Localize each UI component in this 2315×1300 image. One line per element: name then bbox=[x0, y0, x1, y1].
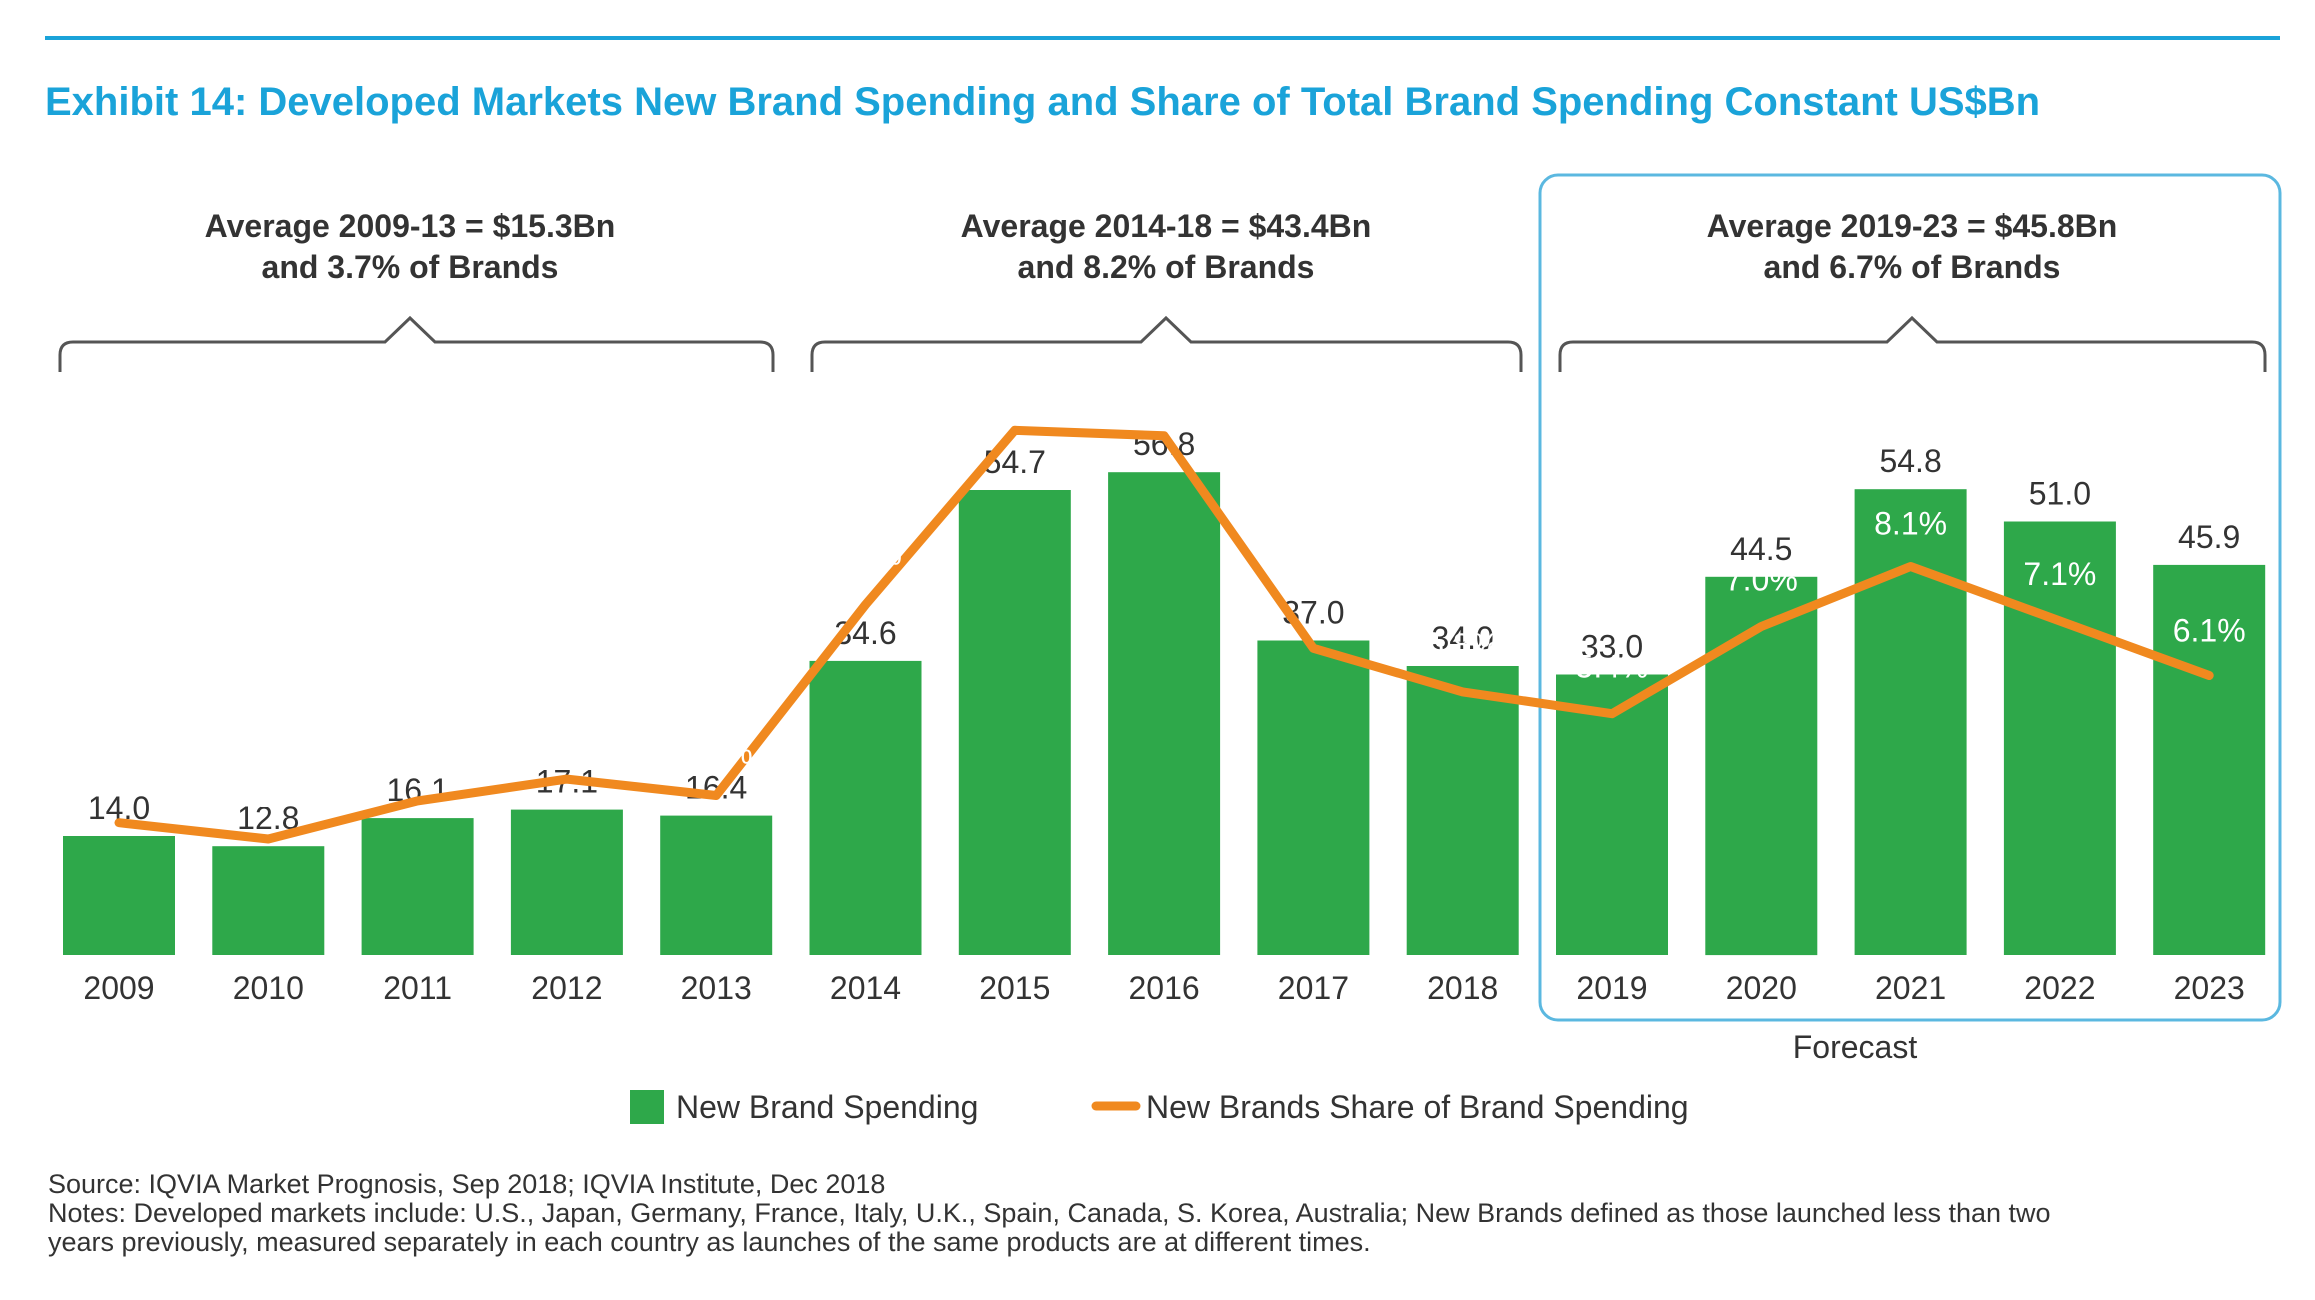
share-label-2019: 5.4% bbox=[1576, 649, 1649, 685]
bar-value-label-2019: 33.0 bbox=[1581, 629, 1643, 665]
period-label-2-line1: Average 2014-18 = $43.4Bn bbox=[961, 208, 1372, 244]
share-label-2023: 6.1% bbox=[2173, 613, 2246, 649]
bar-value-label-2021: 54.8 bbox=[1879, 443, 1941, 479]
bracket-2019-23 bbox=[1558, 315, 2267, 372]
x-tick-2016: 2016 bbox=[1129, 970, 1200, 1006]
x-tick-2010: 2010 bbox=[233, 970, 304, 1006]
x-tick-2015: 2015 bbox=[979, 970, 1050, 1006]
bar-2022 bbox=[2003, 521, 2116, 955]
x-tick-2020: 2020 bbox=[1726, 970, 1797, 1006]
bar-2016 bbox=[1108, 472, 1221, 955]
x-tick-2019: 2019 bbox=[1576, 970, 1647, 1006]
bar-2014 bbox=[809, 660, 922, 955]
legend: New Brand Spending New Brands Share of B… bbox=[630, 1089, 1689, 1125]
period-label-2-line2: and 8.2% of Brands bbox=[1018, 249, 1315, 285]
x-tick-2023: 2023 bbox=[2174, 970, 2245, 1006]
x-tick-2014: 2014 bbox=[830, 970, 901, 1006]
share-labels: 3.4% 3.1% 3.8% 4.2% 3.9% 7.4% 10.6% 10.5% 6.6% 5.… bbox=[83, 367, 2246, 814]
bar-value-label-2013: 16.4 bbox=[685, 770, 747, 806]
x-tick-2012: 2012 bbox=[531, 970, 602, 1006]
share-label-2011: 3.8% bbox=[381, 738, 454, 774]
bar-2021 bbox=[1854, 489, 1967, 955]
x-tick-2022: 2022 bbox=[2024, 970, 2095, 1006]
period-label-2: Average 2014-18 = $43.4Bn and 8.2% of Br… bbox=[961, 208, 1372, 285]
bracket-2014-18 bbox=[810, 315, 1523, 372]
period-label-1: Average 2009-13 = $15.3Bn and 3.7% of Br… bbox=[205, 208, 616, 285]
period-label-3: Average 2019-23 = $45.8Bn and 6.7% of Br… bbox=[1707, 208, 2118, 285]
bar-2010 bbox=[212, 846, 325, 955]
share-label-2014: 7.4% bbox=[829, 536, 902, 572]
x-tick-2018: 2018 bbox=[1427, 970, 1498, 1006]
period-label-3-line1: Average 2019-23 = $45.8Bn bbox=[1707, 208, 2118, 244]
forecast-box bbox=[1538, 173, 2282, 1022]
share-label-2021: 8.1% bbox=[1874, 506, 1947, 542]
top-rule bbox=[45, 36, 2280, 40]
share-label-2020: 7.0% bbox=[1725, 562, 1798, 598]
share-line bbox=[114, 425, 2214, 844]
share-label-2016: 10.5% bbox=[1119, 373, 1210, 409]
legend-bar-swatch bbox=[630, 1090, 664, 1124]
legend-line-label: New Brands Share of Brand Spending bbox=[1146, 1089, 1689, 1125]
notes-line-1: Notes: Developed markets include: U.S., … bbox=[48, 1198, 2051, 1228]
bracket-2009-13 bbox=[58, 315, 775, 372]
share-label-2010: 3.1% bbox=[232, 778, 305, 814]
share-label-2013: 3.9% bbox=[680, 735, 753, 771]
bar-2011 bbox=[361, 818, 474, 955]
x-tick-2013: 2013 bbox=[681, 970, 752, 1006]
notes-line-2: years previously, measured separately in… bbox=[48, 1227, 1371, 1257]
bar-value-label-2022: 51.0 bbox=[2029, 476, 2091, 512]
x-tick-2021: 2021 bbox=[1875, 970, 1946, 1006]
bar-2015 bbox=[958, 490, 1071, 955]
period-label-3-line2: and 6.7% of Brands bbox=[1764, 249, 2061, 285]
bar-value-label-2023: 45.9 bbox=[2178, 519, 2240, 555]
bar-2019 bbox=[1556, 674, 1668, 955]
share-label-2018: 5.8% bbox=[1426, 627, 1499, 663]
period-label-1-line2: and 3.7% of Brands bbox=[262, 249, 559, 285]
bar-2012 bbox=[510, 809, 623, 955]
legend-bar-label: New Brand Spending bbox=[676, 1089, 978, 1125]
bar-2017 bbox=[1257, 640, 1370, 955]
share-label-2012: 4.2% bbox=[530, 716, 603, 752]
bar-2018 bbox=[1406, 666, 1519, 955]
x-axis-ticks: 2009 2010 2011 2012 2013 2014 2015 2016 2017 2018… bbox=[83, 970, 2244, 1006]
source-note: Source: IQVIA Market Prognosis, Sep 2018… bbox=[48, 1169, 885, 1199]
share-label-2017: 6.6% bbox=[1277, 563, 1350, 599]
bars-group bbox=[63, 472, 2266, 956]
x-tick-2011: 2011 bbox=[383, 970, 452, 1006]
bar-2009 bbox=[63, 836, 175, 955]
share-label-2009: 3.4% bbox=[83, 760, 156, 796]
bar-2023 bbox=[2153, 564, 2266, 955]
bar-2013 bbox=[660, 815, 773, 955]
bar-value-label-2018: 34.0 bbox=[1432, 620, 1494, 656]
chart-title: Exhibit 14: Developed Markets New Brand … bbox=[45, 80, 2040, 124]
x-tick-2017: 2017 bbox=[1278, 970, 1349, 1006]
bar-2020 bbox=[1705, 576, 1818, 956]
share-label-2015: 10.6% bbox=[969, 367, 1060, 403]
share-label-2022: 7.1% bbox=[2023, 556, 2096, 592]
x-tick-2009: 2009 bbox=[83, 970, 154, 1006]
bar-value-label-2020: 44.5 bbox=[1730, 531, 1792, 567]
forecast-label: Forecast bbox=[1793, 1029, 1918, 1065]
period-label-1-line1: Average 2009-13 = $15.3Bn bbox=[205, 208, 616, 244]
